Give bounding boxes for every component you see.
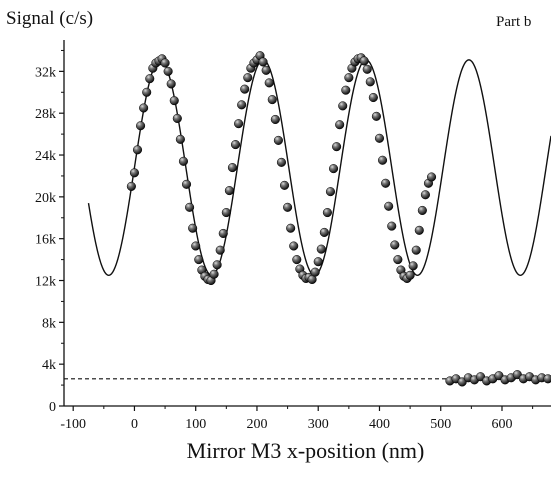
data-point xyxy=(412,246,421,255)
data-point xyxy=(427,173,436,182)
y-tick-label: 20k xyxy=(35,191,56,206)
data-point xyxy=(182,180,191,189)
y-tick-label: 4k xyxy=(42,358,56,373)
y-tick-label: 12k xyxy=(35,275,56,290)
data-point xyxy=(133,146,142,155)
data-point xyxy=(341,86,350,95)
data-point xyxy=(381,179,390,188)
data-point xyxy=(271,115,280,124)
data-point xyxy=(415,226,424,235)
data-point xyxy=(142,88,151,97)
data-point xyxy=(219,229,228,238)
fit-curve-line xyxy=(89,60,551,275)
x-tick-label: 100 xyxy=(185,417,206,432)
data-point xyxy=(234,119,243,128)
data-point xyxy=(378,156,387,165)
data-point xyxy=(139,104,148,113)
data-point xyxy=(259,58,268,67)
data-point xyxy=(292,255,301,264)
data-point xyxy=(387,222,396,231)
y-tick-label: 32k xyxy=(35,65,56,80)
data-point xyxy=(136,121,145,130)
data-point xyxy=(179,157,188,166)
y-tick-label: 24k xyxy=(35,149,56,164)
data-point xyxy=(390,241,399,250)
x-tick-label: 0 xyxy=(131,417,138,432)
data-point xyxy=(421,190,430,199)
data-point xyxy=(394,255,403,264)
data-point xyxy=(323,208,332,217)
data-point xyxy=(345,73,354,82)
data-point xyxy=(170,96,179,105)
data-point xyxy=(173,114,182,123)
data-point xyxy=(265,79,274,88)
data-point xyxy=(418,206,427,215)
data-point xyxy=(317,245,326,254)
data-point xyxy=(130,169,139,178)
data-point xyxy=(369,93,378,102)
data-point xyxy=(164,67,173,76)
data-point xyxy=(363,65,372,74)
data-point xyxy=(213,261,222,270)
data-point xyxy=(222,208,231,217)
data-point xyxy=(191,242,200,251)
data-point xyxy=(145,74,154,83)
data-point xyxy=(188,224,197,233)
data-point xyxy=(210,270,219,279)
data-point xyxy=(243,73,252,82)
data-point xyxy=(225,186,234,195)
x-axis-label: Mirror M3 x-position (nm) xyxy=(0,438,551,464)
data-point xyxy=(167,80,176,89)
data-point xyxy=(280,181,289,190)
x-tick-label: 500 xyxy=(430,417,451,432)
x-tick-label: 200 xyxy=(246,417,267,432)
data-point xyxy=(544,375,551,384)
y-tick-label: 16k xyxy=(35,233,56,248)
data-point xyxy=(384,202,393,211)
data-point xyxy=(176,135,185,144)
data-point xyxy=(231,140,240,149)
part-annotation: Part b xyxy=(496,14,531,31)
y-tick-label: 0 xyxy=(49,400,56,415)
data-point xyxy=(286,224,295,233)
data-point xyxy=(240,85,249,94)
data-point xyxy=(194,255,203,264)
data-point xyxy=(335,120,344,129)
data-point xyxy=(237,101,246,110)
data-point xyxy=(409,262,418,271)
data-point xyxy=(277,158,286,167)
x-tick-label: -100 xyxy=(60,417,86,432)
data-point xyxy=(338,102,347,111)
data-point xyxy=(274,136,283,145)
data-point xyxy=(326,187,335,196)
y-axis-label: Signal (c/s) xyxy=(6,8,93,30)
data-point xyxy=(360,57,369,66)
data-point xyxy=(375,134,384,143)
data-point xyxy=(314,257,323,266)
y-tick-label: 8k xyxy=(42,316,56,331)
x-tick-label: 400 xyxy=(369,417,390,432)
data-point xyxy=(185,203,194,212)
x-tick-label: 600 xyxy=(491,417,512,432)
data-point xyxy=(311,268,320,277)
data-point xyxy=(406,271,415,280)
data-point xyxy=(216,246,225,255)
data-point xyxy=(372,112,381,121)
data-point xyxy=(283,203,292,212)
y-tick-label: 28k xyxy=(35,107,56,122)
data-point xyxy=(289,242,298,251)
data-point xyxy=(320,228,329,237)
data-point xyxy=(228,163,237,172)
x-tick-label: 300 xyxy=(308,417,329,432)
data-point xyxy=(366,78,375,87)
data-point xyxy=(262,66,271,75)
data-point xyxy=(127,182,136,191)
data-point xyxy=(161,59,170,68)
data-point xyxy=(268,95,277,104)
data-point xyxy=(329,164,338,173)
data-point xyxy=(332,142,341,151)
